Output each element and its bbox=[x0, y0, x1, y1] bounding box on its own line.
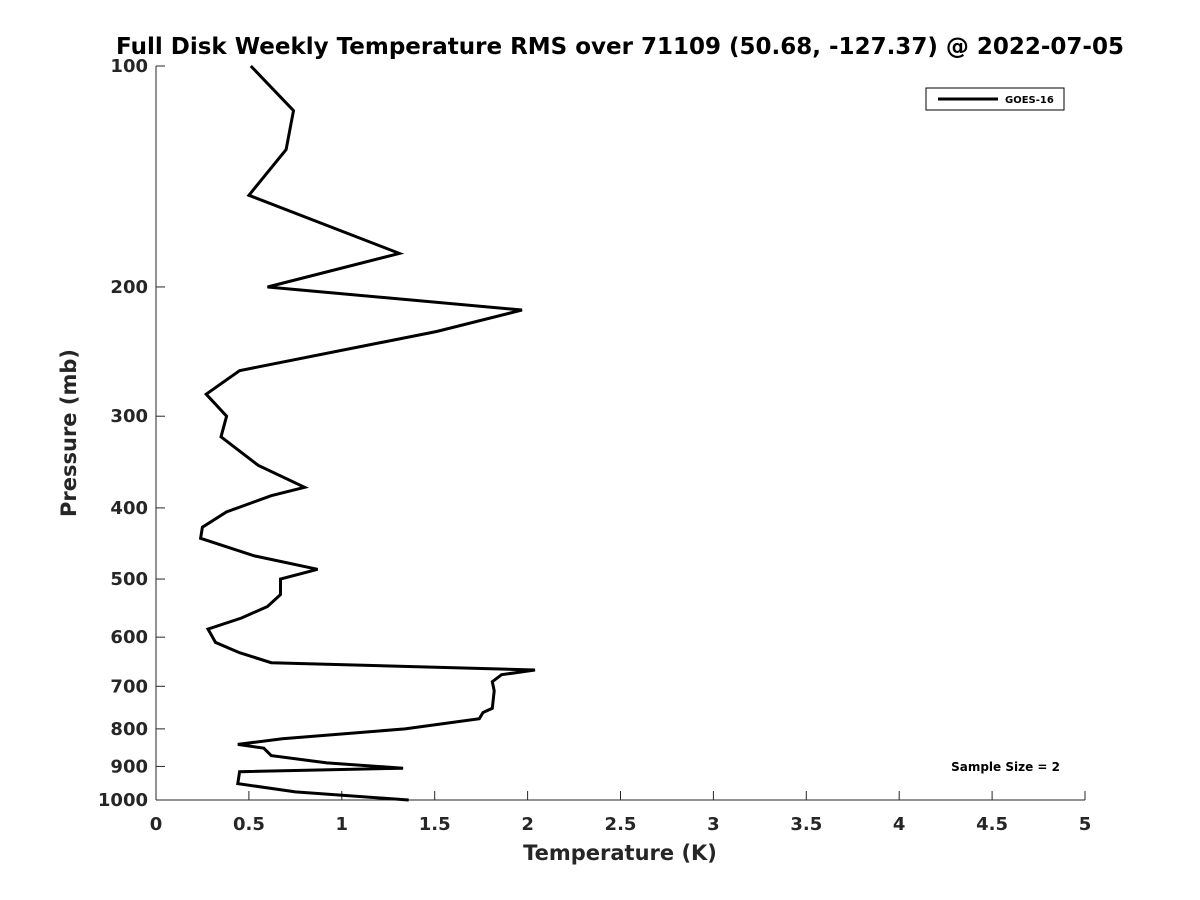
legend-label-goes-16: GOES-16 bbox=[1005, 95, 1054, 106]
x-tick-label: 2.5 bbox=[605, 814, 637, 835]
x-tick-label: 1 bbox=[336, 814, 349, 835]
y-axis-ticks: 100 200 300 400 500 600 700 800 900 1000 bbox=[98, 56, 165, 811]
legend: GOES-16 bbox=[925, 87, 1065, 111]
y-tick-label: 300 bbox=[110, 406, 148, 427]
chart-title: Full Disk Weekly Temperature RMS over 71… bbox=[116, 34, 1124, 60]
series-layer bbox=[198, 64, 536, 802]
x-tick-label: 3.5 bbox=[790, 814, 822, 835]
x-tick-label: 2 bbox=[521, 814, 534, 835]
x-tick-label: 3 bbox=[707, 814, 720, 835]
x-tick-label: 5 bbox=[1079, 814, 1092, 835]
y-tick-label: 600 bbox=[110, 627, 148, 648]
y-tick-label: 500 bbox=[110, 569, 148, 590]
y-tick-label: 200 bbox=[110, 277, 148, 298]
sample-size-annotation: Sample Size = 2 bbox=[951, 760, 1060, 774]
x-tick-label: 4 bbox=[893, 814, 906, 835]
y-tick-label: 700 bbox=[110, 676, 148, 697]
x-tick-label: 0.5 bbox=[233, 814, 265, 835]
y-tick-label: 1000 bbox=[98, 790, 148, 811]
x-tick-label: 4.5 bbox=[976, 814, 1008, 835]
x-tick-label: 0 bbox=[150, 814, 163, 835]
y-tick-label: 800 bbox=[110, 719, 148, 740]
y-tick-label: 100 bbox=[110, 56, 148, 77]
y-axis-label: Pressure (mb) bbox=[57, 349, 81, 517]
y-tick-label: 900 bbox=[110, 756, 148, 777]
series-line-goes-16 bbox=[198, 64, 536, 802]
x-tick-label: 1.5 bbox=[419, 814, 451, 835]
x-axis-label: Temperature (K) bbox=[523, 841, 717, 865]
y-tick-label: 400 bbox=[110, 498, 148, 519]
x-axis-ticks: 0 0.5 1 1.5 2 2.5 3 3.5 4 4.5 5 bbox=[150, 791, 1092, 835]
